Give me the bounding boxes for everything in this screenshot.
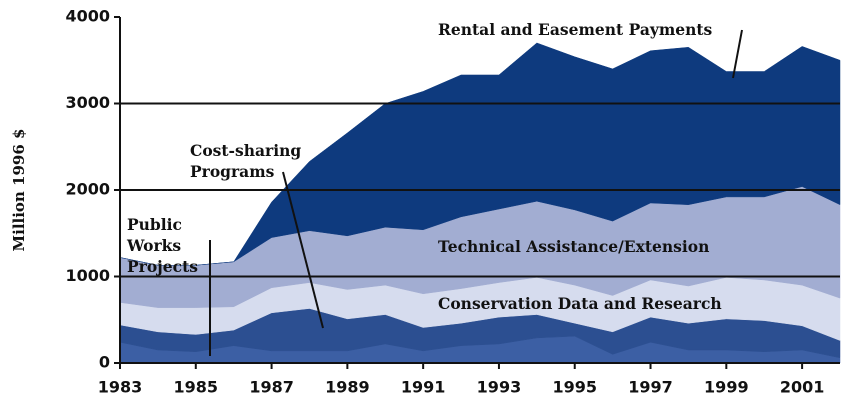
x-tick-label: 1997 xyxy=(628,378,673,397)
areas xyxy=(119,42,841,364)
y-tick-label: 2000 xyxy=(65,180,110,199)
area-label: Cost-sharing Programs xyxy=(190,141,302,181)
pointer-line xyxy=(282,171,324,329)
area-label: Technical Assistance/Extension xyxy=(438,237,710,256)
area-label: Rental and Easement Payments xyxy=(438,20,713,39)
area xyxy=(119,42,841,266)
x-tick-label: 1993 xyxy=(477,378,522,397)
y-tick-label: 0 xyxy=(99,353,110,372)
y-tick-label: 1000 xyxy=(65,266,110,285)
x-tick-label: 1985 xyxy=(174,378,219,397)
y-tick-label: 3000 xyxy=(65,93,110,112)
area-label: Public Works Projects xyxy=(127,215,198,276)
x-tick-label: 1995 xyxy=(552,378,597,397)
x-tick-label: 1989 xyxy=(325,378,370,397)
axes: 0 1000 2000 3000 4000 1983 1985 1987 1989 1991 199… xyxy=(65,7,840,397)
grid xyxy=(120,102,840,278)
y-tick-label: 4000 xyxy=(65,7,110,26)
x-tick-label: 1983 xyxy=(98,378,143,397)
x-tick-label: 1987 xyxy=(249,378,294,397)
x-tick-label: 2001 xyxy=(780,378,825,397)
pointer-line xyxy=(732,29,743,79)
y-axis-title: Million 1996 $ xyxy=(10,129,28,252)
x-tick-label: 1999 xyxy=(704,378,749,397)
area-label: Conservation Data and Research xyxy=(438,294,722,313)
x-tick-label: 1991 xyxy=(401,378,446,397)
